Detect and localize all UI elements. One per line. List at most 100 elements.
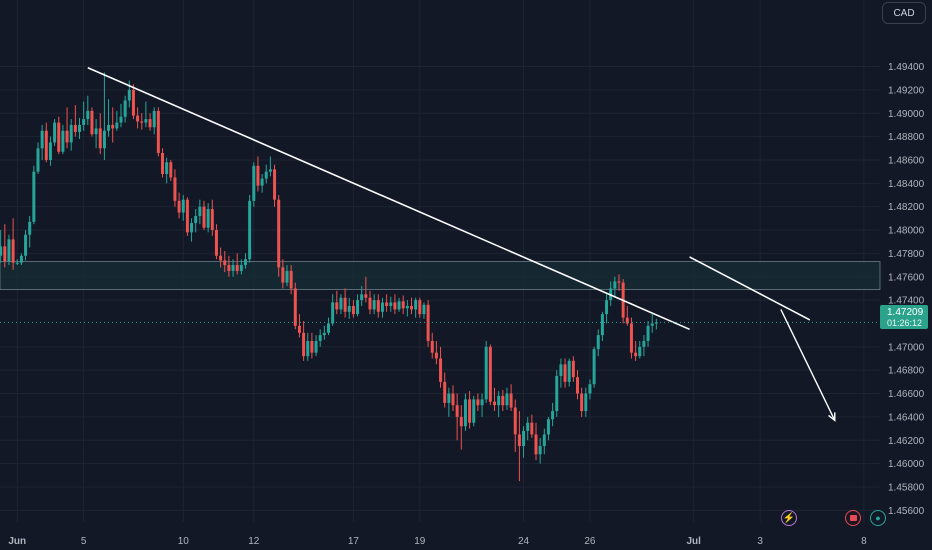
candle-body: [11, 239, 15, 263]
candle: [480, 393, 484, 417]
canada-flag-icon[interactable]: [845, 510, 861, 526]
candle-body: [476, 399, 480, 406]
candle-body: [634, 352, 638, 357]
candle: [447, 387, 451, 417]
candle: [426, 300, 430, 347]
candle: [231, 259, 235, 277]
lightning-icon[interactable]: ⚡: [781, 510, 797, 526]
candle-body: [152, 110, 156, 128]
candle: [584, 387, 588, 417]
candle: [522, 426, 526, 458]
candle-body: [335, 302, 339, 310]
current-price-value: 1.47209: [887, 307, 924, 318]
candle: [190, 218, 194, 242]
candle-body: [605, 300, 609, 315]
candle-body: [223, 260, 227, 266]
candle-body: [57, 122, 61, 152]
candle: [156, 107, 160, 157]
candle-body: [418, 300, 422, 315]
candle: [638, 340, 642, 359]
candle: [248, 195, 252, 263]
candle-body: [202, 206, 206, 228]
small-circle-icon[interactable]: ●: [870, 510, 886, 526]
y-tick-label: 1.48800: [888, 132, 925, 143]
x-tick-label: 5: [81, 536, 87, 547]
candle: [588, 379, 592, 400]
candle: [69, 119, 73, 151]
x-tick-label: Jul: [686, 536, 701, 547]
candle-body: [405, 305, 409, 309]
candle: [459, 405, 463, 450]
candle: [534, 422, 538, 461]
candle-body: [596, 335, 600, 350]
candle: [331, 294, 335, 326]
candle: [567, 358, 571, 387]
candle: [19, 253, 23, 266]
x-tick-label: 8: [861, 536, 867, 547]
candle: [57, 116, 61, 155]
y-tick-label: 1.48000: [888, 226, 925, 237]
candle-body: [501, 395, 505, 406]
y-tick-label: 1.47800: [888, 249, 925, 260]
candle-body: [190, 223, 194, 233]
candle-body: [463, 399, 467, 427]
candle-body: [646, 325, 650, 341]
candle: [268, 156, 272, 177]
candle-body: [613, 281, 617, 289]
candle-body: [65, 130, 69, 143]
candle-body: [136, 115, 140, 122]
candle-body: [131, 89, 135, 116]
candle-body: [343, 297, 347, 312]
candle: [335, 290, 339, 315]
candle-body: [322, 332, 326, 336]
candle: [264, 164, 268, 184]
candlestick-series: [0, 72, 658, 482]
candle: [198, 199, 202, 225]
candle-body: [61, 130, 65, 152]
candle: [617, 274, 621, 291]
candle-body: [0, 246, 3, 256]
candle: [181, 195, 185, 221]
candle: [439, 346, 443, 388]
y-tick-label: 1.45800: [888, 482, 925, 493]
candle-body: [169, 162, 173, 178]
x-tick-label: 19: [414, 536, 426, 547]
candle: [185, 197, 189, 236]
candle-body: [551, 411, 555, 420]
y-tick-label: 1.46800: [888, 366, 925, 377]
candle: [306, 332, 310, 361]
candle: [484, 340, 488, 403]
candle-body: [144, 119, 148, 123]
candle: [111, 107, 115, 143]
candle-body: [600, 314, 604, 336]
candle-body: [3, 246, 7, 262]
candle: [493, 387, 496, 412]
candle-body: [555, 376, 559, 412]
candle: [44, 122, 48, 163]
candle: [273, 164, 277, 207]
candle-body: [289, 270, 293, 289]
candle: [107, 99, 111, 137]
candle-body: [629, 323, 633, 353]
candle-body: [339, 297, 343, 310]
candle: [351, 300, 355, 318]
candle: [260, 173, 264, 193]
candle: [642, 335, 646, 357]
candle: [488, 344, 492, 406]
candle: [252, 162, 256, 207]
candle: [385, 294, 389, 312]
candle-body: [94, 128, 98, 135]
candle-body: [443, 381, 447, 403]
candle: [596, 329, 600, 357]
candle: [389, 296, 393, 312]
candle-body: [115, 122, 119, 129]
candle-body: [559, 364, 563, 377]
candle-body: [517, 434, 521, 447]
candle-body: [206, 209, 210, 228]
candle-body: [177, 200, 181, 213]
candle: [119, 103, 123, 128]
candle: [397, 297, 401, 312]
candle: [314, 335, 318, 357]
currency-button[interactable]: CAD: [882, 2, 926, 24]
